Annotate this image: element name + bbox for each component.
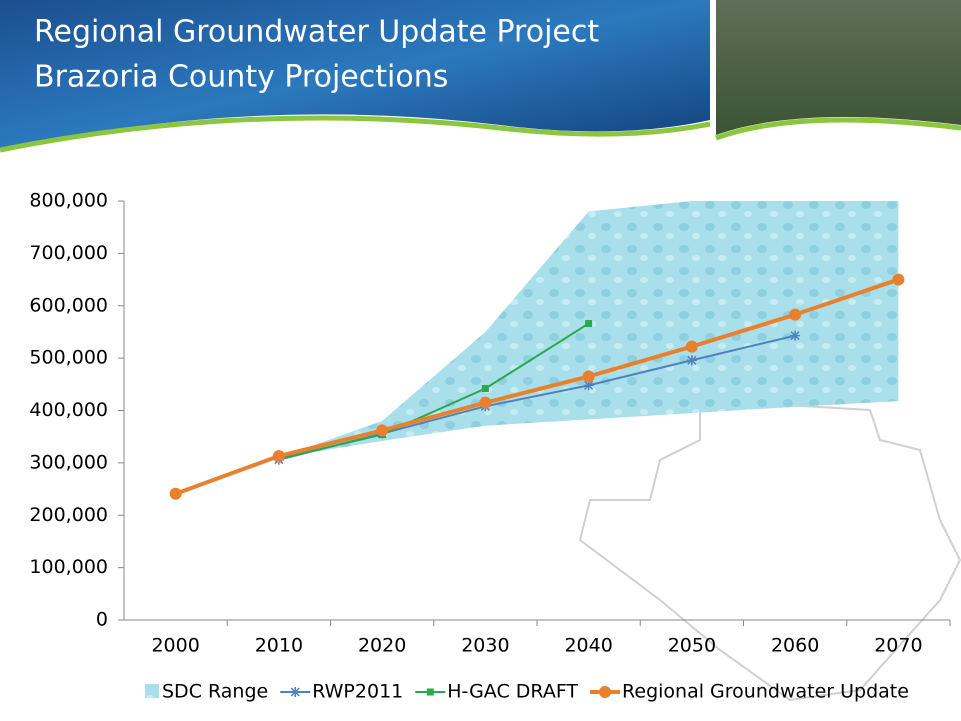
- plot: [169, 201, 905, 500]
- marker: [599, 686, 612, 698]
- x-tick-label: 2010: [255, 635, 303, 657]
- x-tick-label: 2020: [358, 635, 406, 657]
- legend-swatch: [145, 684, 159, 698]
- y-tick-label: 400,000: [29, 399, 108, 421]
- marker: [790, 330, 801, 341]
- x-tick-label: 2030: [461, 635, 509, 657]
- header: Regional Groundwater Update Project Braz…: [0, 0, 961, 165]
- subtitle: Brazoria County Projections: [34, 60, 448, 95]
- marker: [585, 320, 593, 328]
- title: Regional Groundwater Update Project: [34, 15, 599, 50]
- marker: [582, 370, 595, 383]
- photo-swoosh-line: [715, 117, 961, 141]
- legend-label: RWP2011: [312, 681, 403, 703]
- header-swoosh-line: [0, 115, 711, 153]
- header-swoosh: [0, 114, 710, 165]
- series-line: [174, 277, 900, 496]
- x-tick-label: 2070: [874, 635, 922, 657]
- y-tick-label: 100,000: [29, 556, 108, 578]
- marker: [892, 273, 905, 286]
- y-tick-label: 500,000: [29, 347, 108, 369]
- legend-label: H-GAC DRAFT: [447, 681, 578, 703]
- x-tick-label: 2040: [564, 635, 612, 657]
- marker: [426, 688, 434, 696]
- marker: [376, 424, 389, 437]
- marker: [789, 308, 802, 321]
- legend-label: SDC Range: [162, 681, 268, 703]
- y-tick-label: 600,000: [29, 294, 108, 316]
- photo-swoosh: [716, 117, 961, 165]
- marker: [272, 450, 285, 463]
- y-tick-label: 300,000: [29, 451, 108, 473]
- range-area: [278, 201, 899, 458]
- marker: [169, 487, 182, 500]
- marker: [290, 687, 301, 697]
- map-decoration: [578, 398, 961, 702]
- marker: [685, 340, 698, 353]
- y-tick-label: 800,000: [29, 190, 108, 212]
- series-line: [278, 322, 590, 460]
- x-tick-label: 2060: [771, 635, 819, 657]
- marker: [481, 385, 489, 393]
- x-tick-label: 2050: [668, 635, 716, 657]
- legend-label: Regional Groundwater Update: [622, 681, 909, 703]
- x-tick-label: 2000: [151, 635, 199, 657]
- marker: [479, 396, 492, 409]
- marker: [583, 380, 594, 391]
- marker: [686, 355, 697, 366]
- y-tick-label: 0: [96, 609, 108, 631]
- y-tick-label: 200,000: [29, 504, 108, 526]
- y-tick-label: 700,000: [29, 242, 108, 264]
